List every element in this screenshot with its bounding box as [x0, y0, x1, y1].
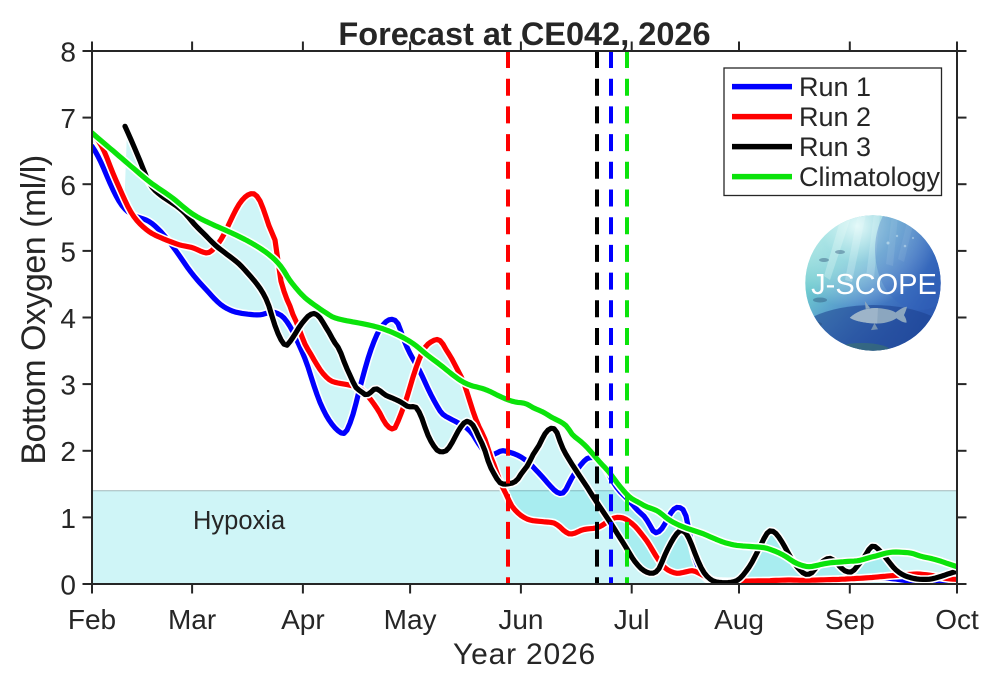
- svg-text:Climatology: Climatology: [799, 162, 941, 192]
- svg-text:Run 1: Run 1: [799, 72, 871, 102]
- svg-text:7: 7: [60, 103, 76, 134]
- svg-text:Jul: Jul: [614, 604, 650, 635]
- svg-text:Forecast at CE042, 2026: Forecast at CE042, 2026: [338, 16, 710, 52]
- svg-text:Apr: Apr: [281, 604, 325, 635]
- svg-text:Aug: Aug: [714, 604, 764, 635]
- svg-text:5: 5: [60, 236, 76, 267]
- svg-text:May: May: [384, 604, 437, 635]
- svg-text:2: 2: [60, 436, 76, 467]
- svg-text:J-SCOPE: J-SCOPE: [811, 269, 937, 301]
- svg-text:0: 0: [60, 570, 76, 601]
- svg-text:Year 2026: Year 2026: [453, 638, 596, 671]
- svg-text:8: 8: [60, 37, 76, 68]
- svg-text:1: 1: [60, 503, 76, 534]
- svg-text:Hypoxia: Hypoxia: [193, 507, 286, 535]
- svg-text:3: 3: [60, 370, 76, 401]
- svg-text:Mar: Mar: [168, 604, 216, 635]
- svg-text:Bottom Oxygen (ml/l): Bottom Oxygen (ml/l): [15, 155, 53, 464]
- svg-text:Run 3: Run 3: [799, 132, 871, 162]
- svg-text:Feb: Feb: [68, 604, 116, 635]
- svg-text:6: 6: [60, 170, 76, 201]
- svg-text:Jun: Jun: [498, 604, 543, 635]
- svg-text:Run 2: Run 2: [799, 102, 871, 132]
- svg-text:Oct: Oct: [935, 604, 979, 635]
- svg-text:Sep: Sep: [825, 604, 875, 635]
- svg-text:4: 4: [60, 303, 76, 334]
